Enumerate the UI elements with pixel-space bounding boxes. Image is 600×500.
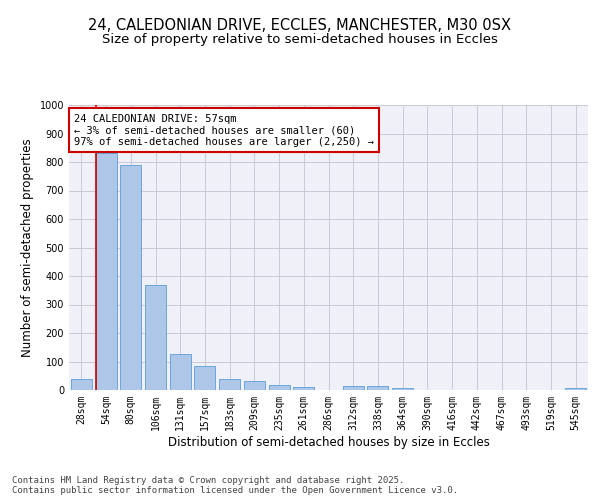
Text: 24, CALEDONIAN DRIVE, ECCLES, MANCHESTER, M30 0SX: 24, CALEDONIAN DRIVE, ECCLES, MANCHESTER… <box>89 18 511 32</box>
Bar <box>565 388 586 390</box>
Bar <box>343 386 364 390</box>
Bar <box>170 354 191 390</box>
Bar <box>392 388 413 390</box>
Bar <box>95 154 116 390</box>
Bar <box>194 366 215 390</box>
Bar <box>120 165 141 390</box>
X-axis label: Distribution of semi-detached houses by size in Eccles: Distribution of semi-detached houses by … <box>167 436 490 448</box>
Bar <box>145 284 166 390</box>
Text: Size of property relative to semi-detached houses in Eccles: Size of property relative to semi-detach… <box>102 32 498 46</box>
Text: 24 CALEDONIAN DRIVE: 57sqm
← 3% of semi-detached houses are smaller (60)
97% of : 24 CALEDONIAN DRIVE: 57sqm ← 3% of semi-… <box>74 114 374 147</box>
Bar <box>269 385 290 390</box>
Y-axis label: Number of semi-detached properties: Number of semi-detached properties <box>21 138 34 357</box>
Bar <box>219 380 240 390</box>
Bar <box>244 380 265 390</box>
Bar <box>71 379 92 390</box>
Bar <box>367 386 388 390</box>
Text: Contains HM Land Registry data © Crown copyright and database right 2025.
Contai: Contains HM Land Registry data © Crown c… <box>12 476 458 495</box>
Bar <box>293 386 314 390</box>
